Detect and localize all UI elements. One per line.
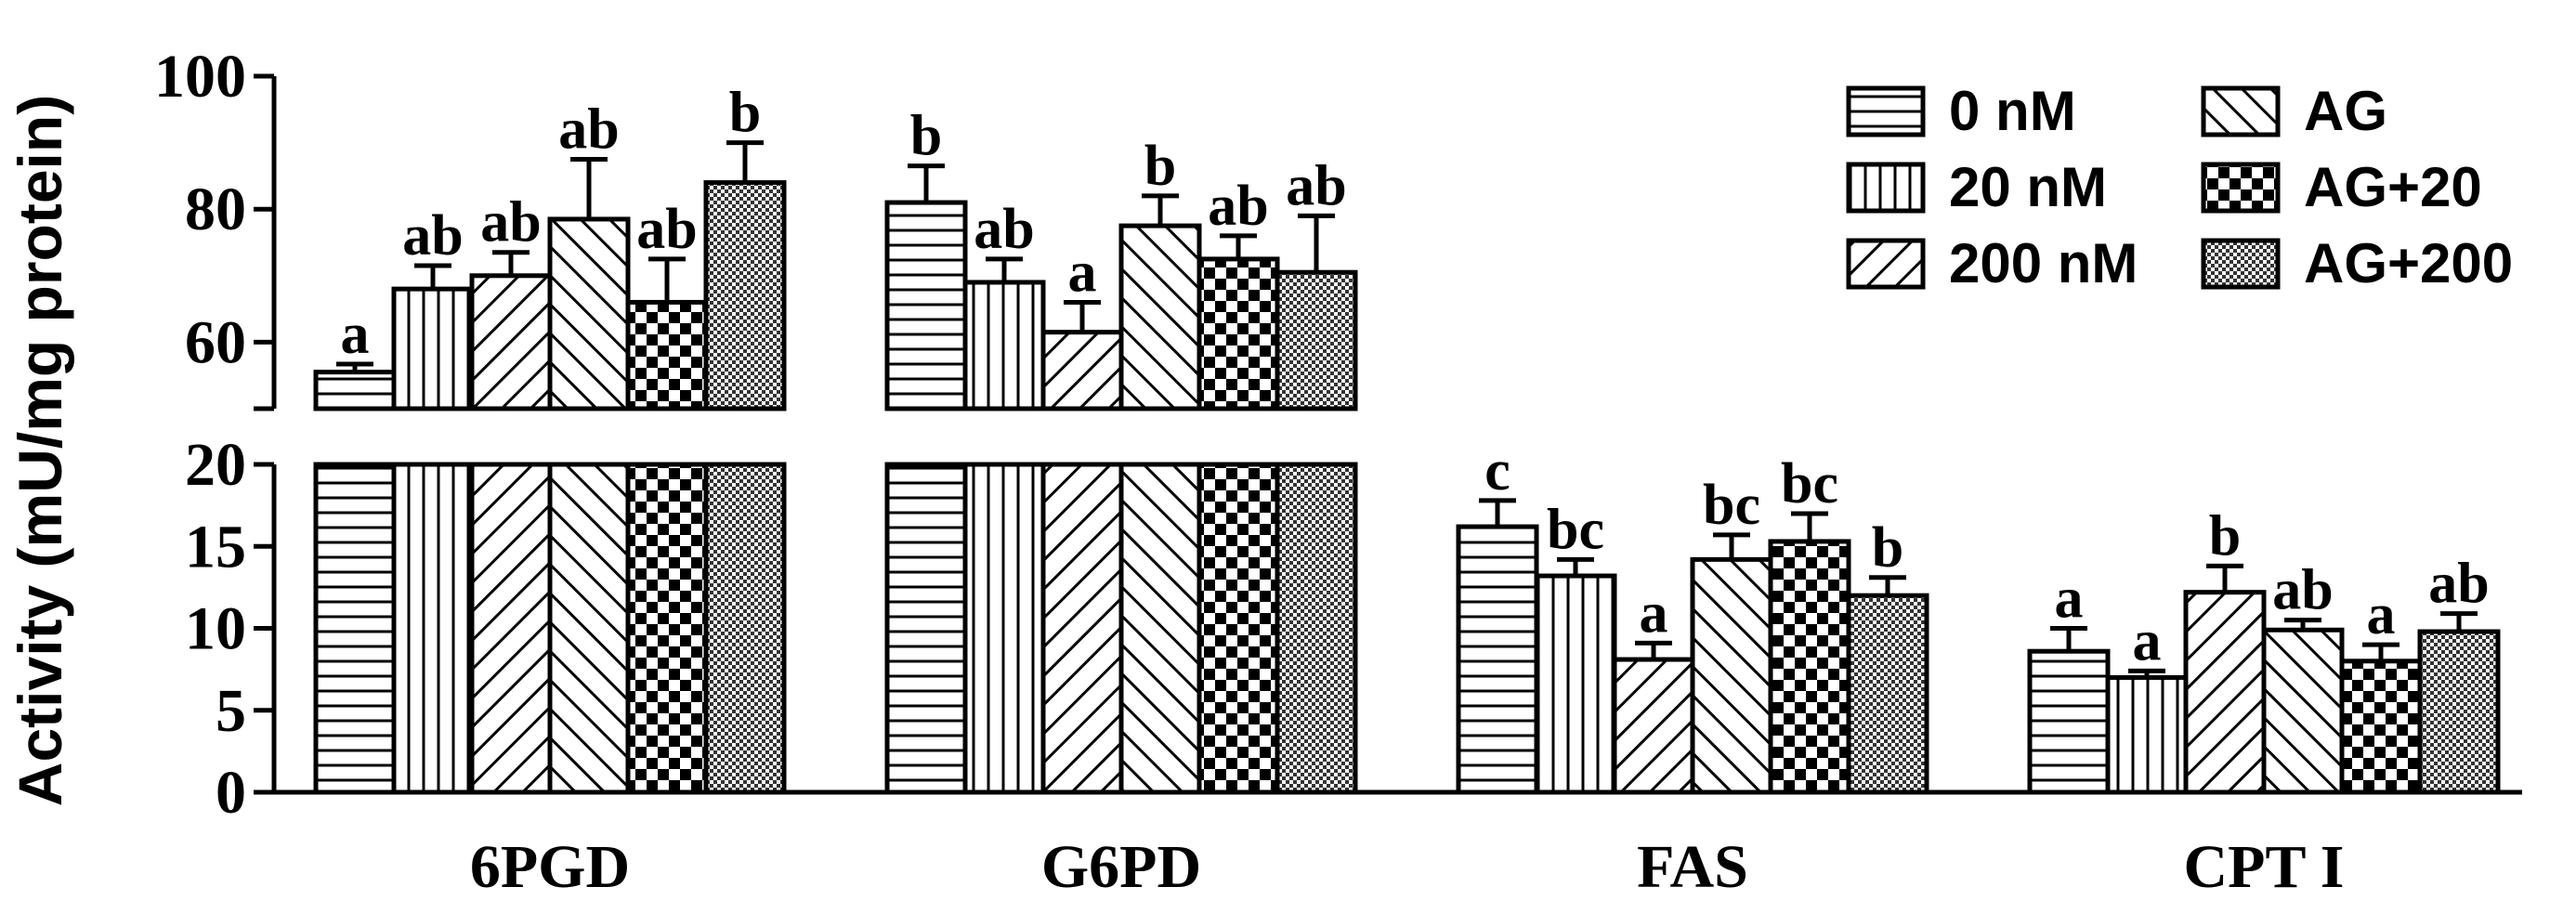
legend-label: 200 nM xyxy=(1949,232,2138,294)
legend-swatch xyxy=(1846,85,1926,137)
significance-label: b xyxy=(2209,504,2241,567)
significance-label: a xyxy=(2055,567,2084,631)
significance-label: bc xyxy=(1703,474,1760,537)
significance-label: bc xyxy=(1781,452,1838,515)
bar-lower-segment xyxy=(469,462,553,795)
bar xyxy=(1690,556,1773,795)
bar-upper-segment xyxy=(962,280,1046,411)
bar-lower-segment xyxy=(391,462,475,795)
significance-label: ab xyxy=(480,191,541,254)
bar-lower-segment xyxy=(1275,462,1358,795)
significance-label: bc xyxy=(1547,498,1604,561)
bar-lower-segment xyxy=(1118,462,1202,795)
y-tick-label: 80 xyxy=(185,176,246,243)
significance-label: ab xyxy=(2272,559,2333,622)
bar-lower-segment xyxy=(547,462,631,795)
y-tick-label: 15 xyxy=(185,513,246,580)
y-tick-label: 100 xyxy=(154,43,246,111)
significance-label: a xyxy=(2367,583,2396,646)
bar-upper-segment xyxy=(703,180,787,411)
legend: 0 nM 20 nM 200 nM AG AG+20 AG+200 xyxy=(1846,80,2513,294)
significance-label: ab xyxy=(2428,553,2489,616)
bar xyxy=(2339,659,2423,795)
bar-lower-segment xyxy=(884,462,968,795)
category-label: CPT I xyxy=(2184,833,2345,901)
significance-label: b xyxy=(1872,516,1903,580)
bar-lower-segment xyxy=(1040,462,1124,795)
significance-label: b xyxy=(729,82,761,145)
bar-upper-segment xyxy=(884,200,968,411)
significance-label: ab xyxy=(1286,154,1346,217)
y-axis-title: Activity (mU/mg protein) xyxy=(6,95,74,806)
bar-lower-segment xyxy=(625,462,709,795)
legend-swatch xyxy=(2201,162,2281,214)
significance-label: a xyxy=(1640,581,1668,645)
category-label: FAS xyxy=(1637,833,1748,901)
legend-label: 20 nM xyxy=(1949,156,2107,218)
bar xyxy=(1612,657,1695,795)
significance-label: ab xyxy=(402,204,463,267)
bar-upper-segment xyxy=(547,216,631,411)
category-label: G6PD xyxy=(1041,833,1201,901)
bar xyxy=(1456,524,1539,795)
legend-label: AG+20 xyxy=(2304,156,2482,218)
significance-label: ab xyxy=(974,198,1034,261)
bar-lower-segment xyxy=(962,462,1046,795)
bar xyxy=(2105,674,2189,795)
y-tick-label: 10 xyxy=(185,595,246,663)
significance-label: a xyxy=(341,303,370,366)
bar xyxy=(2183,590,2267,795)
legend-label: 0 nM xyxy=(1949,80,2076,142)
bar xyxy=(1846,593,1929,795)
bar-upper-segment xyxy=(469,273,553,411)
bar-upper-segment xyxy=(1118,223,1202,411)
legend-label: AG xyxy=(2304,80,2387,142)
significance-label: b xyxy=(910,105,942,168)
legend-swatch xyxy=(2201,238,2281,290)
legend-label: AG+200 xyxy=(2304,232,2513,294)
bar-lower-segment xyxy=(1196,462,1280,795)
bar xyxy=(2261,627,2345,795)
bar xyxy=(2417,629,2501,795)
significance-label: ab xyxy=(558,98,619,162)
bar-lower-segment xyxy=(703,462,787,795)
category-label: 6PGD xyxy=(470,833,630,901)
legend-swatch xyxy=(1846,162,1926,214)
significance-label: ab xyxy=(636,198,697,261)
y-tick-label: 5 xyxy=(216,677,246,745)
significance-label: c xyxy=(1484,439,1510,502)
bar-lower-segment xyxy=(313,462,397,795)
y-tick-label: 20 xyxy=(185,431,246,499)
bar-upper-segment xyxy=(391,286,475,411)
bar-upper-segment xyxy=(1040,330,1124,411)
significance-label: a xyxy=(2133,609,2162,672)
bar xyxy=(1534,573,1617,795)
bar-upper-segment xyxy=(313,370,397,411)
legend-swatch xyxy=(2201,85,2281,137)
significance-label: a xyxy=(1068,241,1097,304)
legend-swatch xyxy=(1846,238,1926,290)
bar-upper-segment xyxy=(625,299,709,411)
bar xyxy=(1768,539,1851,795)
y-tick-label: 0 xyxy=(216,759,246,827)
bar-upper-segment xyxy=(1196,256,1280,411)
bar xyxy=(2027,648,2111,795)
significance-label: b xyxy=(1144,135,1176,198)
y-tick-label: 60 xyxy=(185,308,246,376)
significance-label: ab xyxy=(1208,175,1268,238)
bar-upper-segment xyxy=(1275,269,1358,411)
